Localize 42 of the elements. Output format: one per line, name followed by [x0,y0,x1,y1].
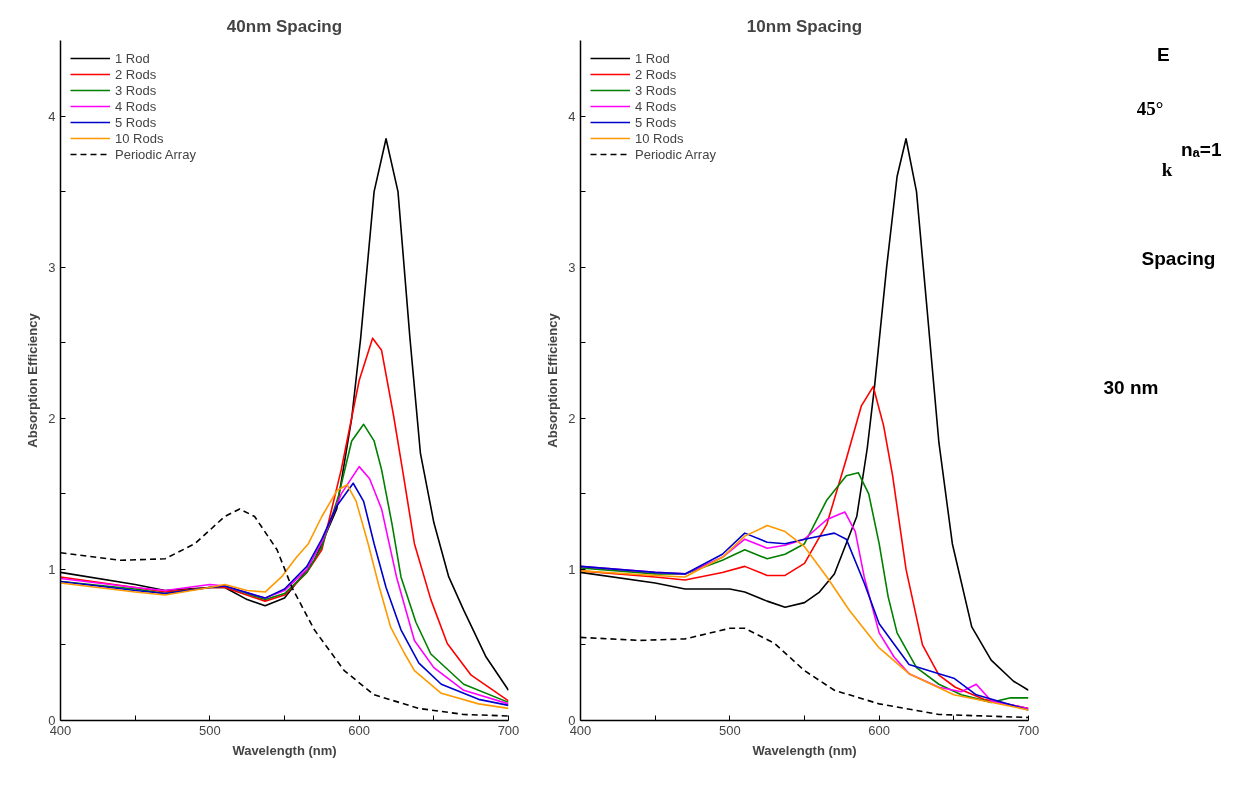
legend-label: 4 Rods [115,98,157,114]
legend-label: 5 Rods [115,114,157,130]
legend-label: 3 Rods [635,82,677,98]
y-tick-label: 1 [48,561,56,577]
line-series [60,337,509,702]
x-tick-label: 600 [868,722,891,738]
x-tick-label: 700 [497,722,520,738]
legend-label: 3 Rods [115,82,157,98]
line-series [580,471,1029,704]
chart-title: 10nm Spacing [746,16,863,36]
text: 45° [1136,98,1164,119]
legend-label: 2 Rods [115,66,157,82]
text: 30 nm [1103,376,1159,398]
legend-label: 1 Rod [115,50,150,66]
y-axis-title: Absorption Efficiency [545,312,561,448]
legend-label: Periodic Array [635,146,716,162]
y-tick-label: 4 [568,108,576,124]
text: Spacing [1141,247,1216,269]
x-tick-label: 500 [718,722,741,738]
y-tick-label: 3 [48,259,56,275]
x-tick-label: 700 [1017,722,1040,738]
legend-label: 5 Rods [635,114,677,130]
legend-label: 10 Rods [635,130,684,146]
y-tick-label: 3 [568,259,576,275]
x-tick-label: 600 [348,722,371,738]
y-axis-title: Absorption Efficiency [25,312,41,448]
legend-label: 10 Rods [115,130,164,146]
legend-label: Periodic Array [115,146,196,162]
x-axis-title: Wavelength (nm) [752,742,857,758]
y-tick-label: 4 [48,108,56,124]
x-axis-title: Wavelength (nm) [232,742,337,758]
legend-label: 1 Rod [635,50,670,66]
x-tick-label: 500 [198,722,221,738]
legend-label: 2 Rods [635,66,677,82]
text: nₐ=1 [1181,138,1222,160]
legend-label: 4 Rods [635,98,677,114]
text: E [1156,43,1170,65]
chart-title: 40nm Spacing [226,16,343,36]
y-tick-label: 2 [568,410,576,426]
y-tick-label: 2 [48,410,56,426]
y-tick-label: 1 [568,561,576,577]
text: k [1161,159,1173,181]
